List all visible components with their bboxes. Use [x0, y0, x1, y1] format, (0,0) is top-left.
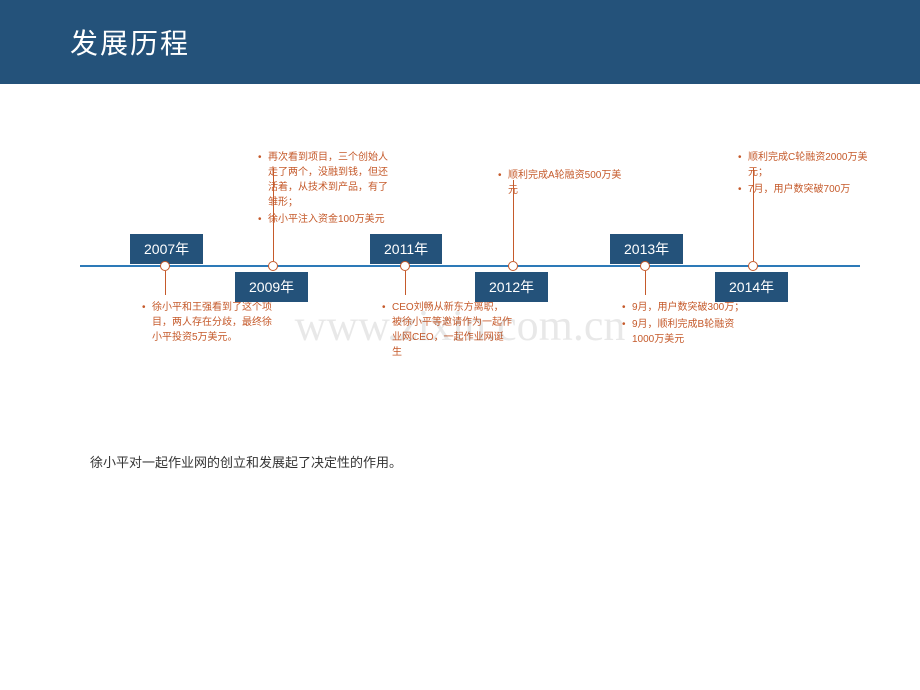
year-label: 2013年	[610, 234, 683, 264]
year-label: 2007年	[130, 234, 203, 264]
event-bullet: 9月，顺利完成B轮融资1000万美元	[622, 317, 752, 347]
event-description: 徐小平和王强看到了这个项目，两人存在分歧，最终徐小平投资5万美元。	[142, 300, 272, 347]
year-label: 2011年	[370, 234, 442, 264]
timeline-stem	[645, 271, 646, 295]
timeline-node	[508, 261, 518, 271]
slide-title: 发展历程	[70, 28, 190, 59]
timeline-node	[748, 261, 758, 271]
event-description: 再次看到项目，三个创始人走了两个，没融到钱，但还活着，从技术到产品，有了雏形； 徐…	[258, 150, 388, 229]
timeline-node	[160, 261, 170, 271]
timeline-axis	[80, 265, 860, 267]
event-description: CEO刘畅从新东方离职，被徐小平等邀请作为一起作业网CEO，一起作业网诞生	[382, 300, 512, 362]
timeline-stem	[405, 271, 406, 295]
footer-note: 徐小平对一起作业网的创立和发展起了决定性的作用。	[90, 452, 402, 471]
timeline-node	[268, 261, 278, 271]
event-description: 顺利完成C轮融资2000万美元； 7月，用户数突破700万	[738, 150, 868, 199]
event-bullet: 徐小平和王强看到了这个项目，两人存在分歧，最终徐小平投资5万美元。	[142, 300, 272, 345]
event-bullet: 顺利完成A轮融资500万美元	[498, 168, 628, 198]
event-bullet: 顺利完成C轮融资2000万美元；	[738, 150, 868, 180]
timeline-node	[400, 261, 410, 271]
event-bullet: CEO刘畅从新东方离职，被徐小平等邀请作为一起作业网CEO，一起作业网诞生	[382, 300, 512, 360]
event-bullet: 再次看到项目，三个创始人走了两个，没融到钱，但还活着，从技术到产品，有了雏形；	[258, 150, 388, 210]
timeline-stem	[165, 271, 166, 295]
event-description: 顺利完成A轮融资500万美元	[498, 168, 628, 200]
timeline-node	[640, 261, 650, 271]
event-description: 9月，用户数突破300万； 9月，顺利完成B轮融资1000万美元	[622, 300, 752, 349]
year-label: 2014年	[715, 272, 788, 302]
timeline: 2007年徐小平和王强看到了这个项目，两人存在分歧，最终徐小平投资5万美元。20…	[80, 150, 860, 410]
slide-header: 发展历程	[0, 0, 920, 84]
year-label: 2009年	[235, 272, 308, 302]
event-bullet: 7月，用户数突破700万	[738, 182, 868, 197]
year-label: 2012年	[475, 272, 548, 302]
event-bullet: 9月，用户数突破300万；	[622, 300, 752, 315]
event-bullet: 徐小平注入资金100万美元	[258, 212, 388, 227]
